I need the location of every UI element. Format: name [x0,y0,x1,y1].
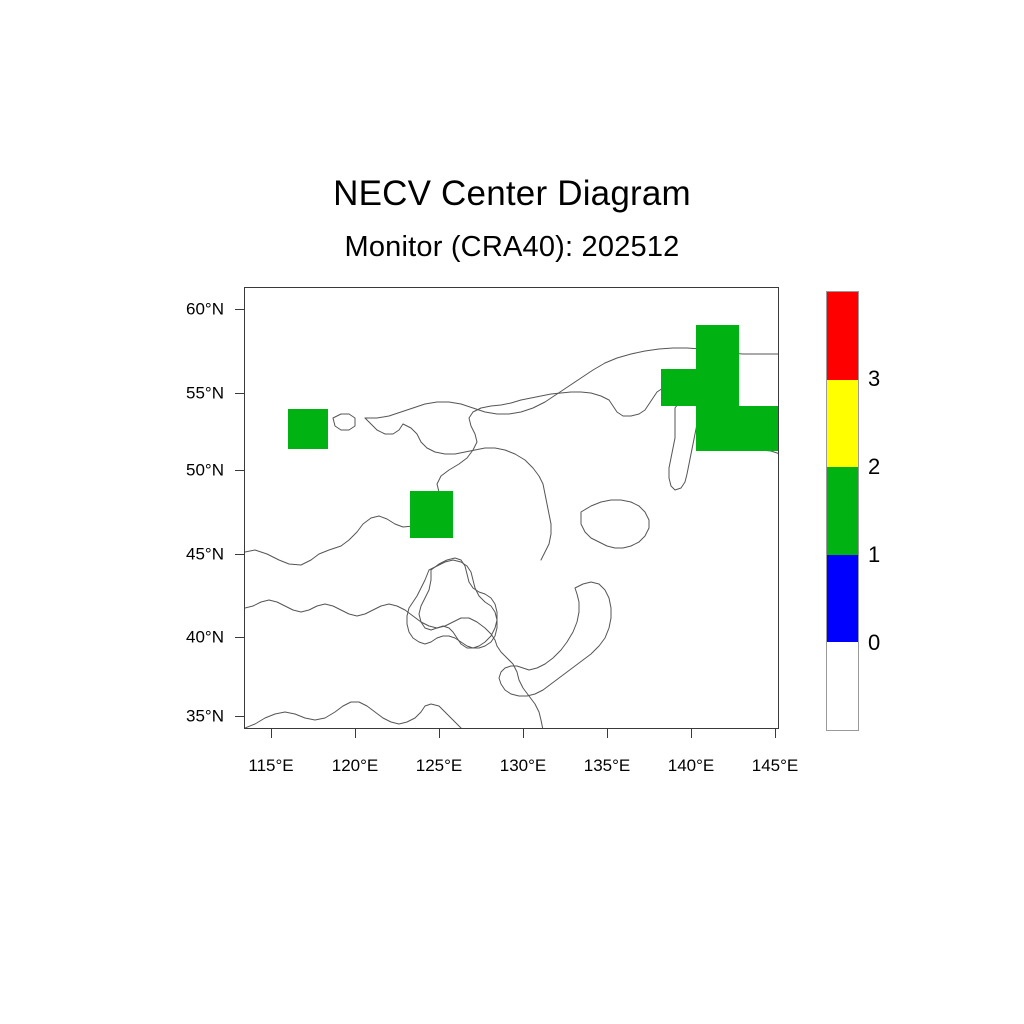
map-plot-area[interactable] [244,287,779,729]
colorbar-band-1-to-2[interactable] [827,467,858,555]
x-tick-label: 120°E [331,756,379,775]
x-tick [523,729,525,738]
y-tick [235,393,244,395]
page-subtitle: Monitor (CRA40): 202512 [344,231,680,263]
y-tick [235,637,244,639]
colorbar-tick-label: 0 [868,630,881,655]
colorbar-band-below-0[interactable] [827,642,858,730]
colorbar[interactable] [826,291,859,731]
colorbar-band-above-3[interactable] [827,292,858,380]
x-tick-label: 135°E [583,756,631,775]
y-tick [235,309,244,311]
x-tick [271,729,273,738]
x-tick [355,729,357,738]
y-tick-label: 55°N [186,383,224,403]
x-tick [607,729,609,738]
x-tick [775,729,777,738]
y-tick-label: 50°N [186,460,224,480]
x-tick-label: 115°E [248,756,294,775]
x-tick-label: 130°E [499,756,547,775]
map-clip [245,288,778,728]
y-tick [235,716,244,718]
y-tick-label: 45°N [186,544,224,564]
data-cell[interactable] [696,325,739,369]
y-tick-label: 60°N [186,299,224,319]
x-tick-label: 140°E [667,756,715,775]
y-tick-label: 35°N [186,706,224,726]
colorbar-band-0-to-1[interactable] [827,554,858,643]
colorbar-tick-label: 2 [868,454,881,479]
y-tick-label: 40°N [186,627,224,647]
data-cell[interactable] [288,409,328,449]
x-tick-label: 145°E [751,756,799,775]
colorbar-tick-label: 1 [868,542,881,567]
data-cell[interactable] [696,406,778,451]
x-tick [439,729,441,738]
y-tick [235,554,244,556]
x-tick-label: 125°E [415,756,463,775]
x-tick [691,729,693,738]
colorbar-band-2-to-3[interactable] [827,379,858,468]
page-title: NECV Center Diagram [333,174,691,213]
data-cell[interactable] [410,491,453,538]
data-cell[interactable] [661,369,739,406]
y-tick [235,470,244,472]
colorbar-tick-label: 3 [868,366,881,391]
